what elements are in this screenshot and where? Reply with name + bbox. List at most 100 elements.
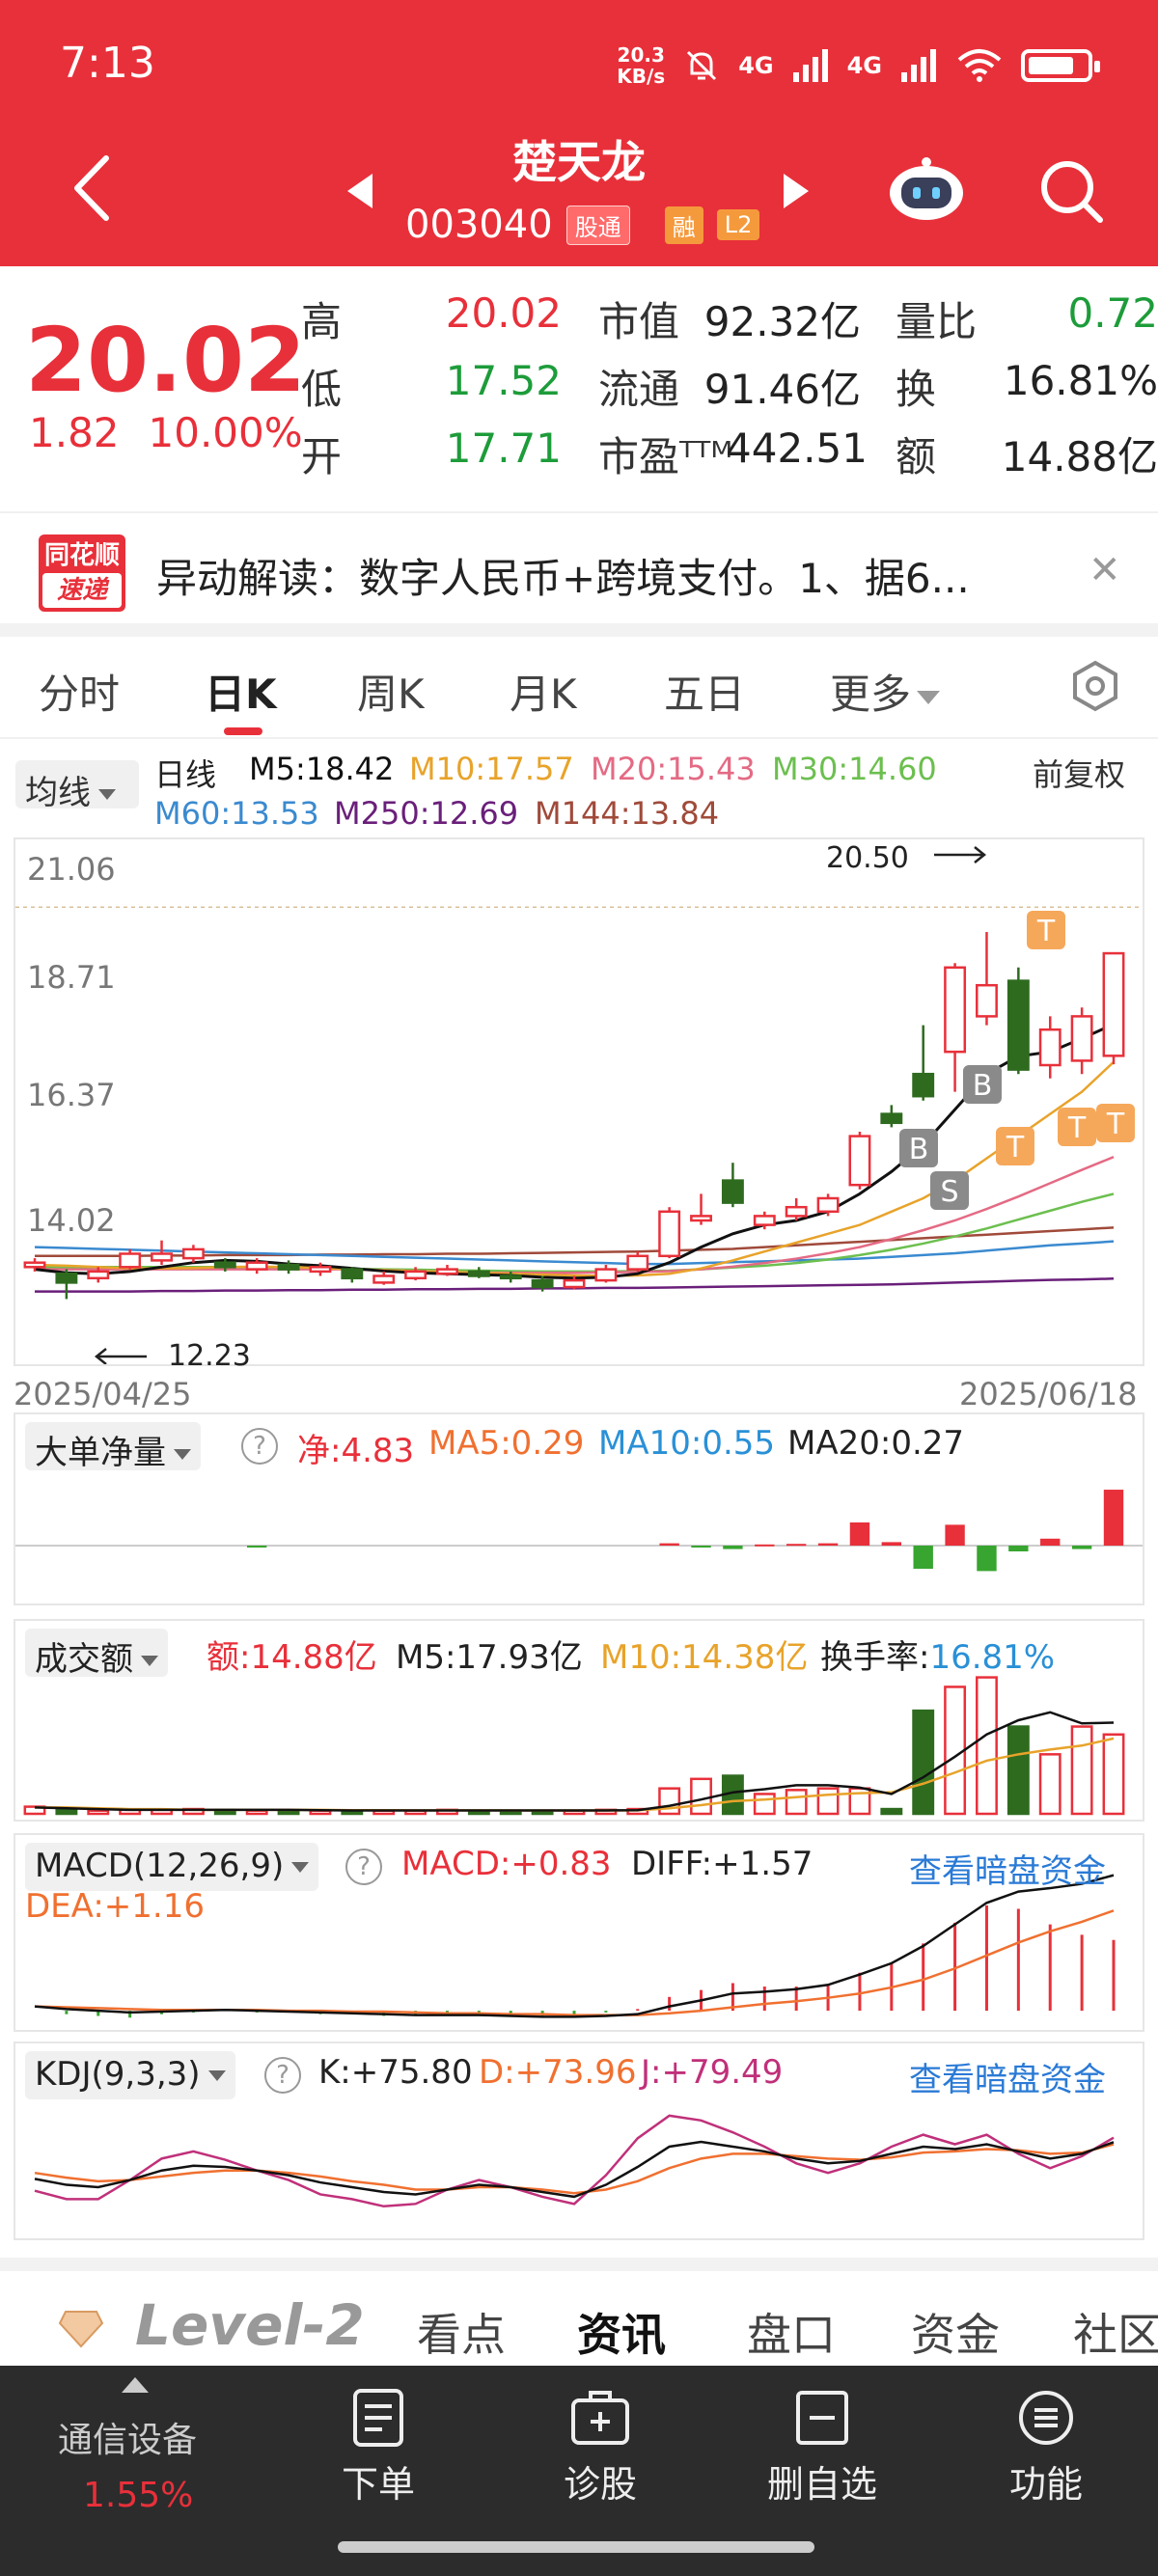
help-icon[interactable]: ? xyxy=(345,1849,382,1885)
tab-order-book[interactable]: 盘口 xyxy=(747,2309,836,2361)
help-icon[interactable]: ? xyxy=(264,2057,301,2094)
section-divider xyxy=(0,623,1158,637)
big-order-panel[interactable]: 大单净量 ? 净:4.83 MA5:0.29 MA10:0.55 MA20:0.… xyxy=(14,1412,1144,1605)
battery-icon xyxy=(1021,49,1100,82)
news-banner[interactable]: 同花顺 速递 异动解读：数字人民币+跨境支付。1、据6... ✕ xyxy=(0,511,1158,623)
trade-badge-t-bg xyxy=(1027,911,1065,949)
big-order-ma10: MA10:0.55 xyxy=(598,1424,776,1463)
turnover-bar xyxy=(245,1809,268,1816)
tab-news[interactable]: 资讯 xyxy=(577,2309,666,2361)
search-icon[interactable] xyxy=(1036,156,1106,226)
tab-community[interactable]: 社区 xyxy=(1073,2309,1158,2361)
volume-ratio-value: 0.72 xyxy=(1067,289,1158,337)
big-order-bar xyxy=(881,1542,902,1546)
prev-stock-button[interactable] xyxy=(347,174,372,208)
big-order-bar xyxy=(723,1546,743,1549)
dark-pool-link[interactable]: 查看暗盘资金 xyxy=(909,1852,1106,1891)
candle-body xyxy=(721,1179,744,1204)
candle-body xyxy=(658,1210,681,1258)
kdj-j: J:+79.49 xyxy=(641,2053,784,2092)
tab-weekly-k[interactable]: 周K xyxy=(357,671,425,718)
function-button[interactable]: 功能 xyxy=(969,2389,1123,2507)
adjust-mode-button[interactable]: 前复权 xyxy=(1033,756,1126,793)
kdj-svg xyxy=(34,2114,1115,2208)
macd-panel[interactable]: MACD(12,26,9) ? MACD:+0.83 DIFF:+1.57 查看… xyxy=(14,1833,1144,2032)
y-tick-label: 21.06 xyxy=(27,851,116,888)
period-tabs: 分时 日K 周K 月K 五日 更多 xyxy=(0,637,1158,739)
close-icon[interactable]: ✕ xyxy=(1089,548,1121,592)
back-arrow-icon[interactable] xyxy=(68,152,116,224)
big-order-selector-label: 大单净量 xyxy=(35,1434,166,1472)
net-speed: 20.3 KB/s xyxy=(617,44,665,87)
low-value: 17.52 xyxy=(445,357,562,404)
ma60-legend: M60:13.53 xyxy=(154,795,319,832)
tab-more[interactable]: 更多 xyxy=(830,662,941,721)
last-price: 20.02 xyxy=(25,309,307,412)
robot-assistant-icon[interactable] xyxy=(886,154,967,226)
turnover-bar xyxy=(1070,1725,1093,1816)
network-type-1: 4G xyxy=(738,52,774,79)
kdj-panel[interactable]: KDJ(9,3,3) ? K:+75.80 D:+73.96 J:+79.49 … xyxy=(14,2042,1144,2240)
big-order-net: 净:4.83 xyxy=(297,1432,415,1470)
max-price-label: 20.50 xyxy=(826,841,909,875)
candle-body xyxy=(912,1072,935,1098)
turnover-selector[interactable]: 成交额 xyxy=(25,1629,168,1679)
stock-name: 楚天龙 xyxy=(512,136,646,188)
news-logo: 同花顺 速递 xyxy=(39,534,125,612)
diff-line xyxy=(34,1874,1115,2018)
kdj-selector[interactable]: KDJ(9,3,3) xyxy=(25,2051,235,2099)
signal-icon-2 xyxy=(901,49,936,82)
chevron-up-icon[interactable] xyxy=(122,2377,149,2393)
macd-diff: DIFF:+1.57 xyxy=(631,1845,813,1883)
turnover-bar xyxy=(976,1676,998,1816)
float-cap-value: 91.46亿 xyxy=(703,366,861,413)
tab-monthly-k[interactable]: 月K xyxy=(510,671,577,718)
tab-highlights[interactable]: 看点 xyxy=(417,2309,506,2361)
pe-ttm-label: 市盈ᵀᵀᴹ xyxy=(598,433,733,480)
mute-bell-icon xyxy=(687,50,717,81)
settings-hexagon-icon[interactable] xyxy=(1069,660,1121,712)
news-text[interactable]: 异动解读：数字人民币+跨境支付。1、据6... xyxy=(156,555,970,602)
ma10-legend: M10:17.57 xyxy=(409,751,574,787)
diagnose-button[interactable]: 诊股 xyxy=(523,2389,677,2507)
menu-circle-icon xyxy=(1019,2391,1073,2445)
period-label: 日线 xyxy=(154,756,217,793)
big-order-selector[interactable]: 大单净量 xyxy=(25,1422,201,1472)
industry-name[interactable]: 通信设备 xyxy=(58,2421,198,2460)
kdj-k-line xyxy=(34,2140,1115,2199)
candle-body xyxy=(245,1261,268,1271)
tab-daily-k[interactable]: 日K xyxy=(205,671,277,718)
turnover-bar xyxy=(87,1809,110,1816)
wifi-icon xyxy=(957,49,1002,82)
candle-body xyxy=(277,1263,300,1271)
candle-body xyxy=(976,983,998,1018)
help-icon[interactable]: ? xyxy=(241,1428,278,1465)
high-value: 20.02 xyxy=(445,289,562,337)
turnover-panel[interactable]: 成交额 额:14.88亿 M5:17.93亿 M10:14.38亿 换手率:16… xyxy=(14,1619,1144,1822)
indicator-selector[interactable]: 均线 xyxy=(15,760,139,812)
turnover-amount: 额:14.88亿 xyxy=(207,1638,377,1677)
macd-selector[interactable]: MACD(12,26,9) xyxy=(25,1843,319,1891)
industry-change: 1.55% xyxy=(83,2476,194,2515)
big-order-svg xyxy=(15,1490,1143,1572)
tab-five-day[interactable]: 五日 xyxy=(664,671,746,718)
remove-watchlist-button[interactable]: 删自选 xyxy=(745,2389,899,2507)
active-tab-indicator xyxy=(224,727,262,735)
candle-body xyxy=(55,1272,78,1284)
next-stock-button[interactable] xyxy=(784,174,809,208)
ma30-legend: M30:14.60 xyxy=(772,751,937,787)
trade-badge-b-bg xyxy=(963,1065,1002,1104)
turnover-bar xyxy=(658,1787,681,1816)
battery-level xyxy=(1029,57,1073,74)
order-button[interactable]: 下单 xyxy=(301,2389,455,2507)
dark-pool-link[interactable]: 查看暗盘资金 xyxy=(909,2061,1106,2099)
net-speed-unit: KB/s xyxy=(617,65,666,88)
ma20-legend: M20:15.43 xyxy=(591,751,756,787)
level2-tab[interactable]: Level-2 xyxy=(135,2292,365,2358)
tab-intraday[interactable]: 分时 xyxy=(39,671,121,718)
candle-body xyxy=(1006,979,1030,1071)
status-icons: 20.3 KB/s 4G 4G xyxy=(617,44,1100,87)
candle-body xyxy=(119,1252,142,1269)
tab-funds[interactable]: 资金 xyxy=(911,2309,1000,2361)
